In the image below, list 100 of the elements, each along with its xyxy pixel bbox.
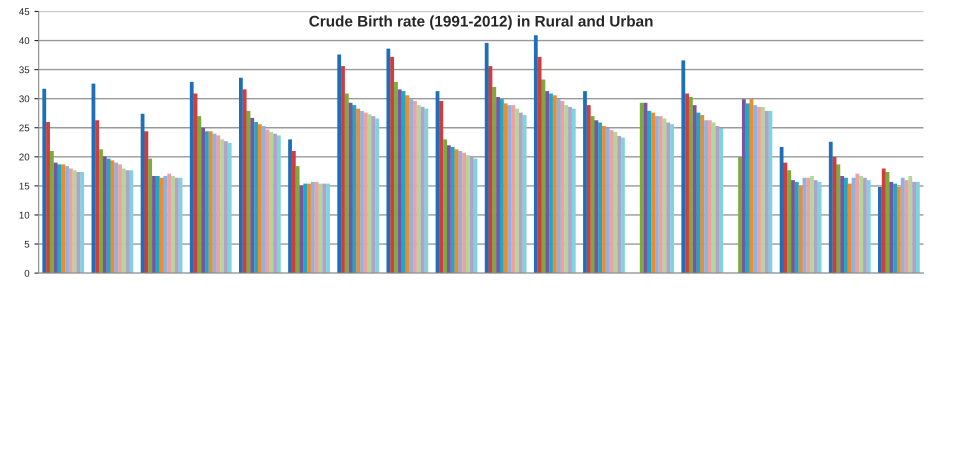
bar	[458, 151, 462, 274]
bar	[46, 122, 50, 274]
bar	[658, 116, 663, 274]
bar	[760, 106, 765, 274]
bar	[386, 48, 390, 274]
bar	[700, 114, 704, 274]
bar	[276, 135, 281, 274]
bar	[228, 142, 232, 274]
bar	[352, 105, 356, 274]
bar	[863, 178, 867, 274]
bar	[780, 146, 784, 274]
bar	[712, 122, 716, 274]
bar	[360, 110, 364, 274]
bar	[787, 170, 792, 274]
y-tick-label: 20	[19, 154, 30, 160]
bar	[810, 176, 814, 274]
bar	[72, 170, 77, 274]
bar	[757, 106, 761, 274]
bar	[122, 168, 126, 274]
bar	[178, 178, 182, 274]
bar	[904, 180, 908, 274]
bar	[130, 170, 134, 274]
y-tick-label: 10	[20, 212, 30, 219]
bar	[76, 172, 80, 274]
bar	[681, 60, 686, 274]
bar	[750, 99, 754, 274]
bar	[784, 162, 788, 274]
bar	[42, 88, 46, 274]
bar	[242, 89, 247, 274]
bar	[371, 116, 376, 274]
y-tick-label: 35	[19, 66, 30, 74]
bar	[568, 106, 572, 274]
bar	[258, 124, 262, 274]
bar	[416, 105, 421, 274]
bar	[266, 130, 270, 274]
bar	[655, 116, 659, 274]
bar	[806, 178, 810, 274]
bar	[828, 142, 833, 274]
bar	[310, 182, 315, 274]
bar	[474, 158, 478, 274]
bar	[171, 176, 175, 274]
bar	[855, 174, 860, 274]
bar	[719, 128, 724, 274]
bar	[644, 102, 648, 274]
bar	[692, 105, 697, 274]
bar	[746, 103, 750, 274]
bar	[208, 131, 213, 274]
bar	[552, 95, 557, 274]
bar	[398, 89, 402, 274]
bar	[488, 66, 492, 274]
bar	[878, 187, 882, 274]
bar	[708, 120, 712, 274]
bar	[436, 91, 440, 274]
bar	[866, 180, 871, 274]
bar	[844, 178, 848, 274]
bar	[886, 172, 890, 274]
bar	[322, 184, 326, 274]
bar	[50, 151, 54, 274]
bar	[201, 128, 206, 274]
bar	[742, 99, 746, 274]
bar	[114, 162, 118, 274]
bar	[348, 102, 352, 274]
bar	[420, 106, 424, 274]
bar	[212, 134, 216, 274]
bar	[696, 112, 700, 274]
bar	[504, 103, 508, 274]
bar	[916, 182, 920, 274]
bar	[190, 82, 194, 274]
bar	[454, 149, 458, 274]
bar	[848, 184, 852, 274]
bar	[545, 91, 550, 274]
bar	[470, 156, 474, 274]
bar	[303, 184, 308, 274]
bar	[92, 84, 96, 274]
bar	[511, 105, 516, 274]
bar	[314, 182, 319, 274]
bar	[798, 185, 802, 274]
bar	[522, 114, 527, 274]
bar	[375, 118, 380, 274]
bar	[447, 145, 451, 274]
bar	[882, 168, 886, 274]
bar	[344, 93, 349, 274]
y-tick-label: 45	[19, 8, 30, 16]
bar	[326, 184, 330, 274]
bar	[564, 105, 568, 274]
bar	[394, 82, 398, 274]
bar	[572, 108, 576, 274]
bar	[156, 176, 160, 274]
bar	[148, 158, 152, 274]
bar	[262, 126, 266, 274]
bar	[836, 164, 840, 274]
bar	[617, 136, 622, 274]
bar	[908, 176, 912, 274]
bar	[688, 96, 693, 274]
bar	[238, 78, 243, 274]
bar	[818, 182, 822, 274]
bar	[144, 131, 148, 274]
bar	[594, 120, 598, 274]
bar	[341, 66, 345, 274]
bar	[140, 114, 144, 274]
